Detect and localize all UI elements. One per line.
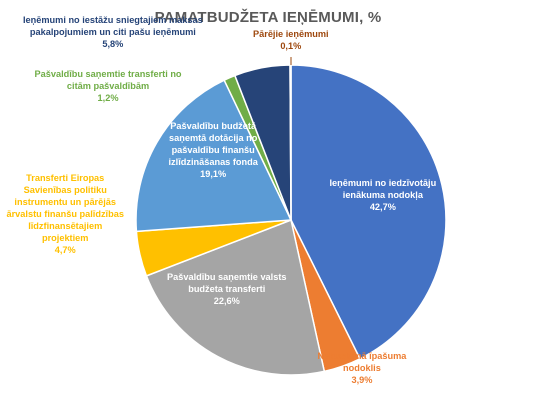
slice-label-line: līdzfinansētajiem bbox=[28, 221, 103, 231]
slice-value-label: 19,1% bbox=[200, 169, 227, 179]
slice-label-line: instrumentu un pārējās bbox=[14, 197, 117, 207]
slice-label-line: ienākuma nodokļa bbox=[342, 190, 423, 200]
pie-slice-1 bbox=[290, 64, 447, 360]
slice-value-label: 42,7% bbox=[369, 202, 396, 212]
slice-label-2: Nekustamā īpašuma nodoklis 3,9% bbox=[318, 350, 407, 386]
slice-value-label: 4,7% bbox=[54, 245, 76, 255]
slice-label-line: citām pašvaldībām bbox=[66, 81, 150, 91]
slice-label-line: Transferti Eiropas bbox=[26, 173, 105, 183]
pie-slice-8 bbox=[289, 64, 292, 221]
slice-value-label: 3,9% bbox=[351, 375, 373, 385]
slice-label-8: Pārējie ieņēmumi 0,1% bbox=[253, 28, 329, 52]
slice-label-3: Pašvaldību saņemtie valsts budžeta transf… bbox=[167, 271, 287, 307]
slice-label-7: Ieņēmumi no iestāžu sniegtajiem maksas pa… bbox=[23, 14, 203, 50]
slice-label-line: ārvalstu finanšu palīdzības bbox=[6, 209, 124, 219]
slice-value-label: 1,2% bbox=[97, 93, 119, 103]
slice-label-line: Savienības politiku bbox=[23, 185, 107, 195]
slice-label-line: izlīdzināšanas fonda bbox=[168, 157, 258, 167]
chart-title: PAMATBUDŽETA IEŅĒMUMI, % bbox=[154, 9, 382, 26]
slice-label-6: Pašvaldību saņemtie transferti no citām p… bbox=[35, 68, 182, 104]
slice-label-line: Ieņēmumi no iedzīvotāju bbox=[329, 178, 437, 188]
slice-label-line: Pašvaldību budžetā bbox=[170, 121, 257, 131]
slice-label-line: Pašvaldību saņemtie transferti no bbox=[34, 69, 182, 79]
slice-label-line: Pārējie ieņēmumi bbox=[253, 29, 329, 39]
slice-value-label: 0,1% bbox=[280, 41, 302, 51]
slice-label-line: saņemtā dotācija no bbox=[169, 133, 258, 143]
slice-label-line: projektiem bbox=[41, 233, 89, 243]
slice-label-line: Pašvaldību saņemtie valsts bbox=[167, 272, 287, 282]
slice-label-4: Transferti Eiropas Savienības politiku ins… bbox=[7, 172, 124, 256]
slice-label-line: pakalpojumiem un citi pašu ieņēmumi bbox=[29, 27, 196, 37]
slice-label-5: Pašvaldību budžetā saņemtā dotācija no paš… bbox=[169, 120, 258, 180]
slice-label-line: Ieņēmumi no iestāžu sniegtajiem maksas bbox=[23, 15, 203, 25]
slice-label-line: budžeta transferti bbox=[188, 284, 266, 294]
slice-value-label: 5,8% bbox=[102, 39, 124, 49]
slice-label-line: Nekustamā īpašuma bbox=[317, 351, 407, 361]
pie-slice-5 bbox=[135, 79, 293, 233]
slice-label-line: pašvaldību finanšu bbox=[171, 145, 255, 155]
slice-label-1: Ieņēmumi no iedzīvotāju ienākuma nodokļa 4… bbox=[330, 177, 437, 213]
slice-label-line: nodoklis bbox=[343, 363, 381, 373]
slice-value-label: 22,6% bbox=[213, 296, 240, 306]
